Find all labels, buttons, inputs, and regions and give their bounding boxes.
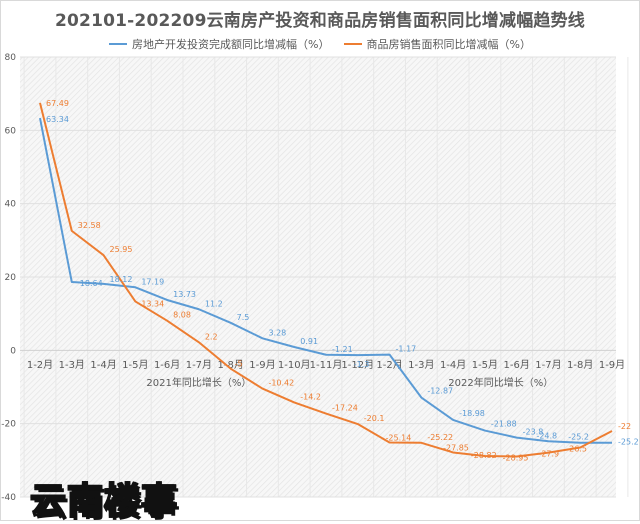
x-group-label: 2021年同比增长（%） (146, 376, 251, 389)
data-label: -28.82 (471, 451, 497, 460)
x-tick-label: 1-6月 (154, 359, 180, 371)
x-tick-label: 1-12月 (341, 359, 374, 371)
data-label: 8.08 (173, 311, 191, 320)
data-label: -10.42 (268, 379, 294, 388)
data-label: -21.88 (491, 420, 517, 429)
x-tick-label: 1-4月 (90, 359, 116, 371)
data-label: 18.64 (80, 279, 103, 288)
legend-label-investment: 房地产开发投资完成额同比增减幅（%） (132, 38, 330, 51)
horizontal-gridlines (20, 56, 616, 498)
data-label: -1.17 (396, 345, 417, 354)
x-tick-label: 1-9月 (249, 359, 275, 371)
data-label: 63.34 (46, 115, 69, 124)
x-tick-label: 1-2月 (376, 359, 402, 371)
data-label: 32.58 (78, 221, 101, 230)
y-tick-label: -20 (1, 420, 16, 430)
data-label: 0.91 (300, 337, 318, 346)
data-label: -12.87 (427, 387, 453, 396)
data-label: -23.8 (523, 428, 544, 437)
series-line-investment[interactable] (39, 117, 612, 444)
series-lines (39, 102, 613, 458)
y-tick-label: 40 (5, 200, 17, 210)
data-label: 18.12 (110, 275, 133, 284)
x-tick-label: 1-4月 (440, 359, 466, 371)
data-label: -17.24 (332, 404, 358, 413)
x-tick-label: 1-8月 (567, 359, 593, 371)
x-tick-label: 1-5月 (122, 359, 148, 371)
data-label: 13.34 (141, 299, 164, 308)
data-label: -26.5 (566, 445, 587, 454)
x-tick-label: 1-11月 (310, 359, 343, 371)
data-label: -22 (618, 422, 631, 431)
data-label: -24.8 (536, 431, 557, 440)
data-label: -27.9 (538, 450, 559, 459)
legend-item-investment[interactable]: 房地产开发投资完成额同比增减幅（%） (109, 36, 330, 52)
legend-swatch-orange-icon (343, 43, 362, 45)
data-label: 67.49 (46, 99, 69, 108)
data-label: 17.19 (141, 277, 164, 286)
data-label: -28.95 (503, 453, 529, 462)
data-label: 13.73 (173, 290, 196, 299)
x-tick-label: 1-6月 (503, 359, 529, 371)
watermark-logo: 云南楼事 (29, 480, 179, 523)
chart-legend: 房地产开发投资完成额同比增减幅（%） 商品房销售面积同比增减幅（%） (0, 36, 640, 52)
data-label: -25.22 (427, 433, 453, 442)
y-tick-label: -40 (1, 493, 16, 503)
x-axis-group-labels: 2021年同比增长（%） 2022年同比增长（%） (146, 376, 553, 389)
x-tick-label: 1-7月 (535, 359, 561, 371)
series-line-sales-area[interactable] (39, 102, 613, 458)
data-label: 11.2 (205, 299, 223, 308)
data-label: -25.14 (386, 434, 412, 443)
x-tick-label: 1-7月 (186, 359, 212, 371)
x-tick-label: 1-10月 (278, 359, 311, 371)
x-tick-label: 1-9月 (599, 359, 625, 371)
y-tick-label: 20 (5, 273, 17, 283)
y-axis: -40 -20 0 20 40 60 80 (1, 53, 16, 503)
x-tick-label: 1-5月 (472, 359, 498, 371)
data-label: -25.2 (618, 438, 639, 447)
x-tick-label: 1-3月 (59, 359, 85, 371)
data-label: -25.2 (568, 433, 589, 442)
data-label: -18.98 (459, 409, 485, 418)
legend-item-sales-area[interactable]: 商品房销售面积同比增减幅（%） (343, 36, 531, 52)
data-labels: 63.34 18.64 18.12 17.19 13.73 11.2 7.5 3.28 0.91… (46, 99, 639, 463)
x-tick-label: 1-2月 (27, 359, 53, 371)
legend-swatch-blue-icon (109, 43, 128, 45)
data-label: -1.21 (332, 345, 353, 354)
data-label: -27.85 (443, 443, 469, 452)
chart-title: 202101-202209云南房产投资和商品房销售面积同比增减幅趋势线 (55, 11, 585, 31)
x-axis-categories: 1-2月 1-3月 1-4月 1-5月 1-6月 1-7月 1-8月 1-9月 1-10月 1-1… (27, 359, 625, 371)
x-tick-label: 1-3月 (408, 359, 434, 371)
data-label: -5 (235, 360, 243, 369)
x-group-label: 2022年同比增长（%） (448, 376, 553, 389)
data-label: -20.1 (364, 414, 385, 423)
y-tick-label: 60 (5, 126, 17, 136)
y-tick-label: 0 (10, 346, 16, 356)
data-label: -14.2 (300, 392, 321, 401)
data-label: 25.95 (110, 245, 133, 254)
data-label: 7.5 (237, 313, 250, 322)
data-label: -1.3 (354, 360, 370, 369)
data-label: 3.28 (268, 328, 286, 337)
data-label: 2.2 (205, 332, 218, 341)
y-tick-label: 80 (5, 53, 17, 63)
legend-label-sales-area: 商品房销售面积同比增减幅（%） (366, 38, 531, 51)
